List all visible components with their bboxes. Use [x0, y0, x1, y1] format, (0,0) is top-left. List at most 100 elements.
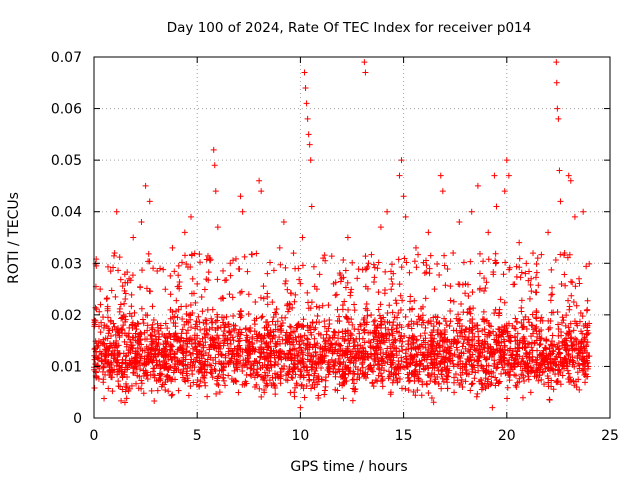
- data-point: [214, 276, 221, 283]
- data-point: [275, 373, 282, 380]
- data-point: [511, 281, 518, 288]
- data-point: [138, 219, 145, 226]
- data-point: [374, 340, 381, 347]
- data-point: [546, 396, 553, 403]
- x-tick-label: 20: [498, 428, 516, 444]
- data-point: [288, 290, 295, 297]
- data-point: [408, 335, 415, 342]
- data-point: [341, 298, 348, 305]
- data-point: [454, 347, 461, 354]
- data-point: [128, 382, 135, 389]
- data-point: [116, 254, 123, 261]
- data-point: [303, 335, 310, 342]
- data-point: [540, 368, 547, 375]
- data-point: [437, 172, 444, 179]
- data-point: [351, 307, 358, 314]
- data-point: [276, 244, 283, 251]
- data-point: [556, 349, 563, 356]
- data-point: [162, 334, 169, 341]
- data-point: [389, 330, 396, 337]
- data-point: [482, 340, 489, 347]
- data-point: [155, 340, 162, 347]
- data-point: [554, 105, 561, 112]
- data-point: [528, 288, 535, 295]
- data-point: [140, 390, 147, 397]
- data-point: [517, 363, 524, 370]
- data-point: [94, 343, 101, 350]
- data-point: [118, 315, 125, 322]
- data-point: [397, 292, 404, 299]
- data-point: [391, 365, 398, 372]
- data-point: [285, 368, 292, 375]
- data-point: [481, 326, 488, 333]
- data-point: [329, 344, 336, 351]
- data-point: [410, 344, 417, 351]
- data-point: [264, 290, 271, 297]
- data-point: [146, 198, 153, 205]
- data-point: [115, 342, 122, 349]
- data-point: [336, 270, 343, 277]
- data-point: [447, 283, 454, 290]
- y-tick-label: 0.01: [51, 359, 82, 375]
- data-point: [447, 358, 454, 365]
- data-point: [204, 393, 211, 400]
- data-point: [160, 345, 167, 352]
- data-point: [569, 354, 576, 361]
- data-point: [191, 250, 198, 257]
- data-point: [418, 305, 425, 312]
- data-point: [193, 354, 200, 361]
- data-point: [120, 350, 127, 357]
- data-point: [496, 332, 503, 339]
- data-point: [133, 326, 140, 333]
- data-point: [227, 260, 234, 267]
- data-point: [121, 287, 128, 294]
- data-point: [568, 334, 575, 341]
- data-point: [514, 359, 521, 366]
- data-point: [292, 384, 299, 391]
- data-point: [487, 330, 494, 337]
- data-point: [161, 359, 168, 366]
- data-point: [412, 366, 419, 373]
- data-point: [550, 386, 557, 393]
- data-point: [328, 253, 335, 260]
- data-point: [354, 275, 361, 282]
- data-point: [573, 302, 580, 309]
- data-point: [216, 389, 223, 396]
- data-point: [529, 311, 536, 318]
- data-point: [239, 208, 246, 215]
- data-point: [130, 334, 137, 341]
- data-point: [450, 336, 457, 343]
- data-point: [126, 310, 133, 317]
- data-point: [564, 367, 571, 374]
- data-point: [278, 327, 285, 334]
- data-point: [304, 322, 311, 329]
- data-point: [179, 326, 186, 333]
- data-point: [463, 371, 470, 378]
- data-point: [196, 319, 203, 326]
- data-point: [454, 320, 461, 327]
- data-point: [386, 331, 393, 338]
- data-point: [171, 268, 178, 275]
- data-point: [339, 306, 346, 313]
- data-point: [290, 366, 297, 373]
- data-point: [503, 157, 510, 164]
- data-point: [387, 361, 394, 368]
- data-point: [579, 353, 586, 360]
- data-point: [438, 330, 445, 337]
- data-point: [504, 395, 511, 402]
- data-point: [538, 314, 545, 321]
- data-point: [496, 306, 503, 313]
- data-point: [115, 378, 122, 385]
- data-point: [432, 379, 439, 386]
- data-point: [217, 324, 224, 331]
- data-point: [415, 376, 422, 383]
- data-point: [365, 366, 372, 373]
- data-point: [413, 264, 420, 271]
- data-point: [359, 335, 366, 342]
- data-point: [244, 355, 251, 362]
- data-point: [154, 268, 161, 275]
- data-point: [406, 306, 413, 313]
- data-point: [272, 343, 279, 350]
- data-point: [122, 318, 129, 325]
- data-point: [525, 376, 532, 383]
